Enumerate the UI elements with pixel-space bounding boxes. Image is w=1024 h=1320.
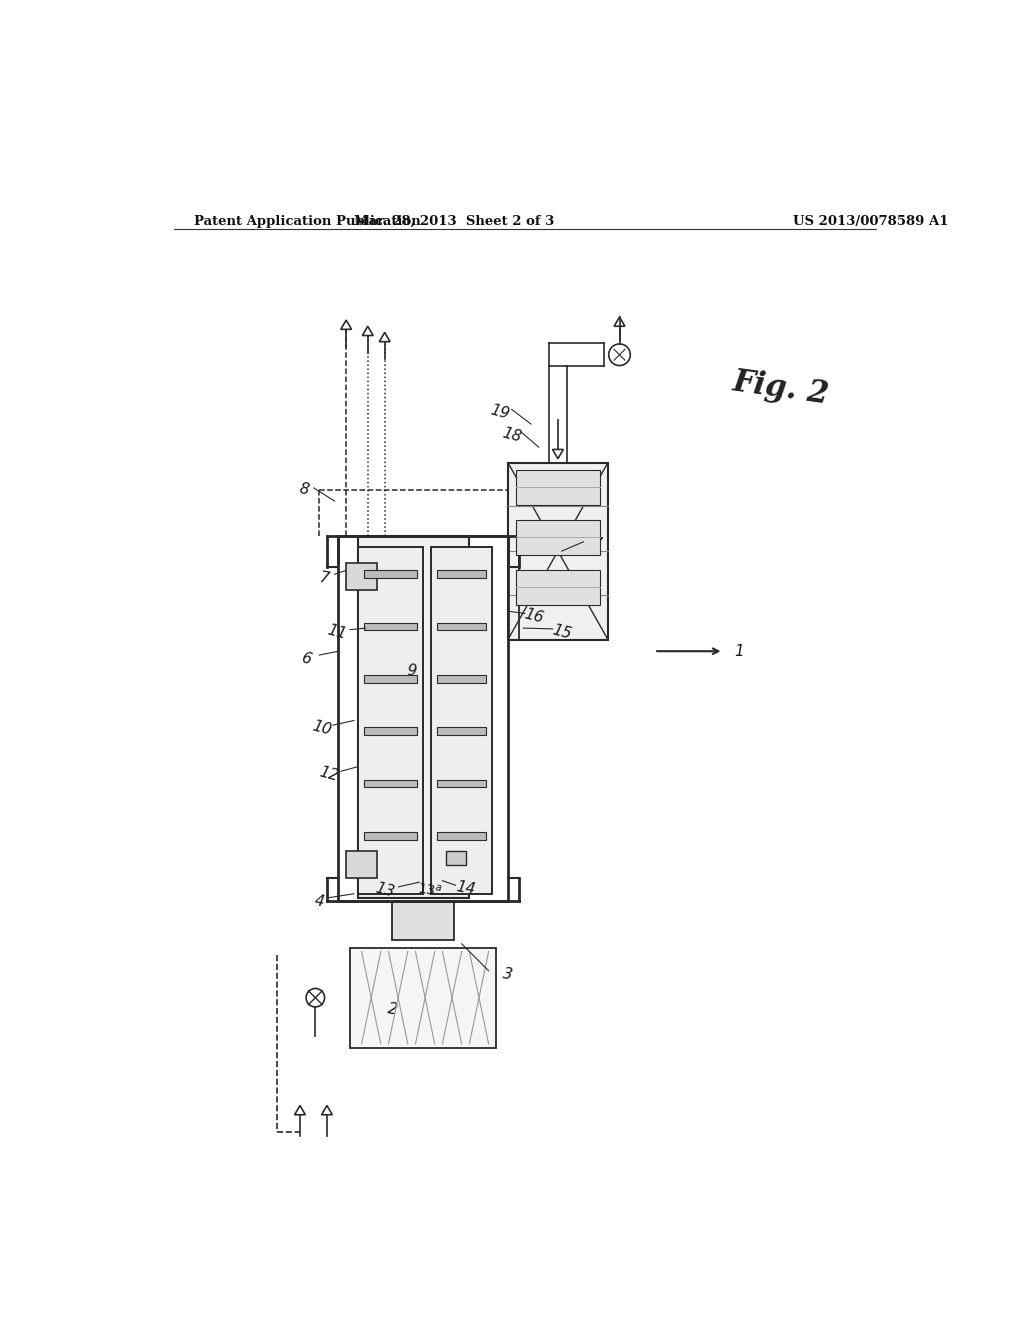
Bar xyxy=(508,462,608,640)
Text: 12: 12 xyxy=(317,764,341,784)
Bar xyxy=(515,520,600,554)
Bar xyxy=(431,548,493,894)
Bar xyxy=(350,948,497,1048)
Text: Mar. 28, 2013  Sheet 2 of 3: Mar. 28, 2013 Sheet 2 of 3 xyxy=(354,215,554,227)
Bar xyxy=(364,780,417,788)
Polygon shape xyxy=(553,449,563,459)
Text: 4: 4 xyxy=(313,894,326,909)
Text: 14: 14 xyxy=(455,879,476,898)
Bar xyxy=(364,675,417,682)
Bar xyxy=(346,851,377,878)
Bar xyxy=(364,570,417,578)
Text: 7: 7 xyxy=(318,570,331,586)
Text: 2: 2 xyxy=(386,1001,398,1018)
Bar xyxy=(364,727,417,735)
Bar xyxy=(437,780,486,788)
Bar xyxy=(437,675,486,682)
Text: 6: 6 xyxy=(299,651,312,668)
Text: 17: 17 xyxy=(582,535,603,553)
Bar xyxy=(364,623,417,631)
Polygon shape xyxy=(362,326,373,335)
Bar xyxy=(339,536,508,902)
Text: $13^a$: $13^a$ xyxy=(416,880,443,900)
Text: 8: 8 xyxy=(298,482,310,498)
Text: 19: 19 xyxy=(488,403,512,422)
Text: 3: 3 xyxy=(502,966,514,983)
Text: 18: 18 xyxy=(501,426,523,445)
Text: US 2013/0078589 A1: US 2013/0078589 A1 xyxy=(793,215,948,227)
Text: Patent Application Publication: Patent Application Publication xyxy=(194,215,421,227)
Text: 16: 16 xyxy=(522,607,546,626)
Text: 10: 10 xyxy=(310,718,333,738)
Bar xyxy=(392,902,454,940)
Bar xyxy=(437,832,486,840)
Text: 15: 15 xyxy=(551,622,573,642)
Bar xyxy=(515,570,600,605)
Polygon shape xyxy=(614,317,625,326)
Polygon shape xyxy=(322,1106,333,1114)
Bar xyxy=(446,851,466,866)
Bar xyxy=(437,570,486,578)
Text: 9: 9 xyxy=(407,663,417,678)
Bar xyxy=(346,562,377,590)
Bar xyxy=(437,727,486,735)
Bar xyxy=(357,548,423,894)
Bar xyxy=(515,470,600,506)
Polygon shape xyxy=(295,1106,305,1114)
Polygon shape xyxy=(341,321,351,330)
Bar xyxy=(437,623,486,631)
Text: 1: 1 xyxy=(734,644,743,659)
Bar xyxy=(357,536,469,898)
Text: Fig. 2: Fig. 2 xyxy=(731,367,831,411)
Bar xyxy=(364,832,417,840)
Text: 13: 13 xyxy=(374,880,396,900)
Polygon shape xyxy=(379,333,390,342)
Text: 11: 11 xyxy=(326,622,348,642)
